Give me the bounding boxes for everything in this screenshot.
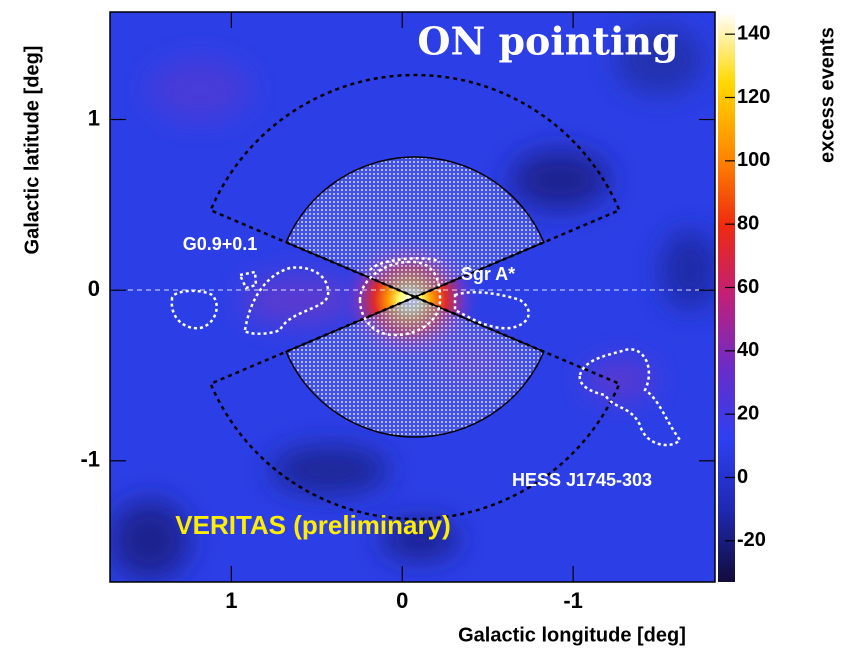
contours [170, 257, 682, 447]
watermark: VERITAS (preliminary) [175, 510, 450, 540]
colorbar-tick-label: 100 [737, 149, 770, 171]
colorbar-tick-label: -20 [737, 529, 766, 551]
chart-title: ON pointing [417, 19, 678, 64]
annotation: G0.9+0.1 [183, 234, 258, 254]
annotation: Sgr A* [461, 264, 515, 284]
colorbar-tick-label: 140 [737, 22, 770, 44]
sector [209, 73, 621, 299]
x-axis-label: Galactic longitude [deg] [458, 624, 686, 646]
sector [285, 296, 545, 438]
colorbar-tick-label: 120 [737, 86, 770, 108]
colorbar-tick-label: 20 [737, 402, 759, 424]
y-tick-label: 1 [88, 105, 100, 130]
y-tick-label: 0 [88, 276, 100, 301]
colorbar-tick-label: 40 [737, 339, 759, 361]
y-tick-label: -1 [80, 447, 100, 472]
x-tick-label: -1 [563, 588, 583, 613]
x-tick-label: 0 [396, 588, 408, 613]
colorbar-tick-label: 60 [737, 276, 759, 298]
colorbar-label: excess events [816, 27, 838, 163]
colorbar-tick-label: 0 [737, 466, 748, 488]
y-axis-label: Galactic latitude [deg] [21, 46, 43, 255]
map [110, 12, 715, 582]
colorbar-tick-label: 80 [737, 212, 759, 234]
colorbar [718, 12, 735, 582]
sector [285, 156, 545, 298]
sectors [209, 73, 621, 521]
plot-frame [109, 11, 716, 583]
x-tick-label: 1 [225, 588, 237, 613]
annotation: HESS J1745-303 [512, 470, 652, 490]
sector [209, 295, 621, 521]
